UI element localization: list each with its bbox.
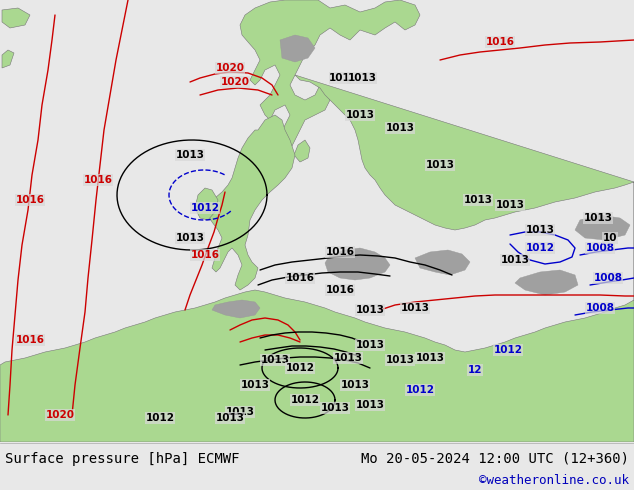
Text: 1013: 1013	[500, 255, 529, 265]
Text: Mo 20-05-2024 12:00 UTC (12+360): Mo 20-05-2024 12:00 UTC (12+360)	[361, 452, 629, 466]
Text: 1013: 1013	[176, 233, 205, 243]
Text: 1013: 1013	[340, 380, 370, 390]
Text: 1008: 1008	[586, 243, 614, 253]
Text: 1013: 1013	[240, 380, 269, 390]
Text: 1013: 1013	[385, 123, 415, 133]
Polygon shape	[240, 0, 420, 150]
Text: 1013: 1013	[401, 303, 429, 313]
Text: 1012: 1012	[285, 363, 314, 373]
Text: 1016: 1016	[285, 273, 314, 283]
Text: 1013: 1013	[496, 200, 524, 210]
Text: 10: 10	[603, 233, 618, 243]
Text: 1013: 1013	[321, 403, 349, 413]
Text: 1016: 1016	[15, 335, 44, 345]
Text: 1016: 1016	[486, 37, 515, 47]
Text: 1008: 1008	[586, 303, 614, 313]
Text: 1012: 1012	[145, 413, 174, 423]
Polygon shape	[0, 75, 634, 442]
Text: 1013: 1013	[463, 195, 493, 205]
Text: 1013: 1013	[356, 400, 384, 410]
Text: 1012: 1012	[406, 385, 434, 395]
Text: 1016: 1016	[325, 247, 354, 257]
Text: 1008: 1008	[593, 273, 623, 283]
Text: 1013: 1013	[356, 305, 384, 315]
Text: 1013: 1013	[356, 340, 384, 350]
Text: 1016: 1016	[15, 195, 44, 205]
Text: 1013: 1013	[261, 355, 290, 365]
Text: 1012: 1012	[290, 395, 320, 405]
Text: 1020: 1020	[221, 77, 250, 87]
Polygon shape	[195, 188, 218, 220]
Polygon shape	[325, 248, 390, 280]
Text: 1013: 1013	[333, 353, 363, 363]
Text: 1013: 1013	[425, 160, 455, 170]
Text: 1016: 1016	[84, 175, 112, 185]
Text: 1020: 1020	[46, 410, 75, 420]
Text: 1016: 1016	[325, 285, 354, 295]
Polygon shape	[515, 270, 578, 295]
Text: 1013: 1013	[347, 73, 377, 83]
Polygon shape	[280, 35, 315, 62]
Text: 1013: 1013	[346, 110, 375, 120]
Text: 1013: 1013	[216, 413, 245, 423]
Text: 12: 12	[468, 365, 482, 375]
Polygon shape	[2, 50, 14, 68]
Text: 1013: 1013	[415, 353, 444, 363]
Text: 1013: 1013	[176, 150, 205, 160]
Text: 101: 101	[329, 73, 351, 83]
Text: Surface pressure [hPa] ECMWF: Surface pressure [hPa] ECMWF	[5, 452, 240, 466]
Polygon shape	[415, 250, 470, 275]
Polygon shape	[212, 300, 260, 318]
Polygon shape	[208, 115, 295, 290]
Text: 1013: 1013	[226, 407, 254, 417]
Text: ©weatheronline.co.uk: ©weatheronline.co.uk	[479, 474, 629, 487]
Polygon shape	[294, 140, 310, 162]
Text: 1012: 1012	[493, 345, 522, 355]
Text: 1013: 1013	[583, 213, 612, 223]
Text: 1020: 1020	[216, 63, 245, 73]
Text: 1012: 1012	[190, 203, 219, 213]
Text: 1012: 1012	[526, 243, 555, 253]
Polygon shape	[575, 215, 630, 240]
Text: 1016: 1016	[190, 250, 219, 260]
Polygon shape	[2, 8, 30, 28]
Text: 1013: 1013	[526, 225, 555, 235]
Text: 1013: 1013	[385, 355, 415, 365]
